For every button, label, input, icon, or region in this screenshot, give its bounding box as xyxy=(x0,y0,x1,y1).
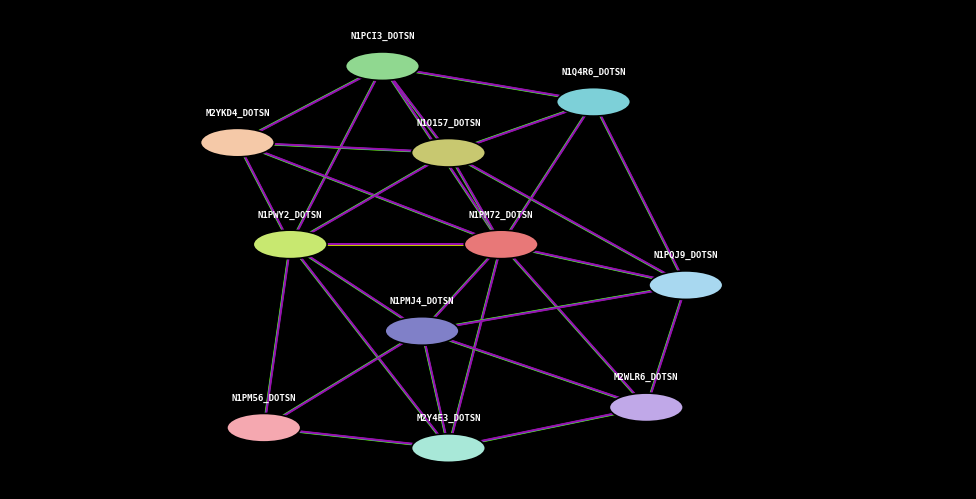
Circle shape xyxy=(609,393,683,422)
Circle shape xyxy=(253,230,327,258)
Circle shape xyxy=(556,88,630,116)
Circle shape xyxy=(412,139,485,167)
Text: M2YKD4_DOTSN: M2YKD4_DOTSN xyxy=(205,109,269,118)
Text: N1PM56_DOTSN: N1PM56_DOTSN xyxy=(231,394,296,403)
Text: M2Y4E3_DOTSN: M2Y4E3_DOTSN xyxy=(416,414,481,423)
Text: N1PM72_DOTSN: N1PM72_DOTSN xyxy=(468,211,534,220)
Circle shape xyxy=(649,271,723,299)
Circle shape xyxy=(465,230,538,258)
Circle shape xyxy=(386,317,459,345)
Circle shape xyxy=(412,434,485,463)
Text: N1Q4R6_DOTSN: N1Q4R6_DOTSN xyxy=(561,68,626,77)
Text: M2WLR6_DOTSN: M2WLR6_DOTSN xyxy=(614,373,678,382)
Circle shape xyxy=(226,414,301,442)
Text: N1PCI3_DOTSN: N1PCI3_DOTSN xyxy=(350,32,415,41)
Text: N1O157_DOTSN: N1O157_DOTSN xyxy=(416,119,481,128)
Circle shape xyxy=(200,128,274,157)
Circle shape xyxy=(346,52,420,80)
Text: N1PMJ4_DOTSN: N1PMJ4_DOTSN xyxy=(389,297,454,306)
Text: N1PQJ9_DOTSN: N1PQJ9_DOTSN xyxy=(654,251,718,260)
Text: N1PWY2_DOTSN: N1PWY2_DOTSN xyxy=(258,211,322,220)
